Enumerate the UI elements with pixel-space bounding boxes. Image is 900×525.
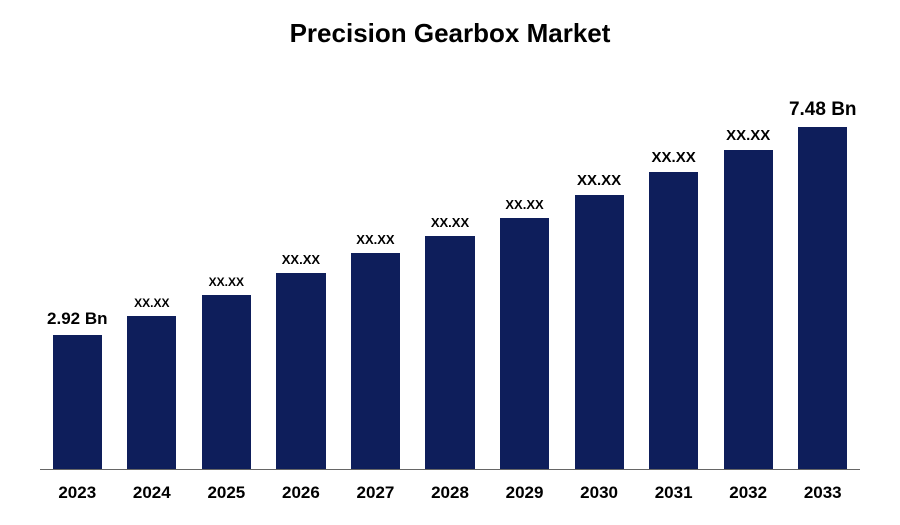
bar-wrapper: XX.XX bbox=[487, 80, 562, 469]
bar-value-label: XX.XX bbox=[431, 215, 469, 230]
x-axis-label: 2027 bbox=[338, 483, 413, 503]
x-axis-label: 2030 bbox=[562, 483, 637, 503]
bar-wrapper: XX.XX bbox=[562, 80, 637, 469]
bar bbox=[53, 335, 102, 469]
bar-wrapper: 2.92 Bn bbox=[40, 80, 115, 469]
bar-value-label: XX.XX bbox=[652, 149, 696, 166]
x-axis-label: 2028 bbox=[413, 483, 488, 503]
bar-value-label: XX.XX bbox=[726, 127, 770, 144]
bar-wrapper: XX.XX bbox=[189, 80, 264, 469]
bar-value-label: XX.XX bbox=[209, 275, 244, 289]
bar-wrapper: XX.XX bbox=[115, 80, 190, 469]
bar-wrapper: 7.48 Bn bbox=[785, 80, 860, 469]
bar bbox=[649, 172, 698, 469]
bar-value-label: XX.XX bbox=[356, 232, 394, 247]
x-axis-label: 2032 bbox=[711, 483, 786, 503]
x-axis-label: 2025 bbox=[189, 483, 264, 503]
bar bbox=[798, 127, 847, 469]
bar bbox=[202, 295, 251, 469]
bar-value-label: XX.XX bbox=[577, 172, 621, 189]
bar bbox=[500, 218, 549, 469]
bar-value-label: XX.XX bbox=[134, 296, 169, 310]
x-axis-label: 2026 bbox=[264, 483, 339, 503]
bar bbox=[575, 195, 624, 469]
x-axis-label: 2031 bbox=[636, 483, 711, 503]
bar-wrapper: XX.XX bbox=[338, 80, 413, 469]
bar-value-label: XX.XX bbox=[282, 252, 320, 267]
bar-wrapper: XX.XX bbox=[636, 80, 711, 469]
x-axis-label: 2024 bbox=[115, 483, 190, 503]
x-axis-label: 2033 bbox=[785, 483, 860, 503]
chart-plot-area: 2.92 Bn XX.XX XX.XX XX.XX XX.XX XX.XX XX.XX XX.… bbox=[40, 80, 860, 470]
x-axis-label: 2029 bbox=[487, 483, 562, 503]
bar-wrapper: XX.XX bbox=[413, 80, 488, 469]
x-axis: 2023202420252026202720282029203020312032… bbox=[40, 483, 860, 503]
bar-value-label: 7.48 Bn bbox=[789, 99, 857, 121]
bars-container: 2.92 Bn XX.XX XX.XX XX.XX XX.XX XX.XX XX.XX XX.… bbox=[40, 80, 860, 470]
bar bbox=[276, 273, 325, 469]
bar bbox=[351, 253, 400, 469]
chart-title: Precision Gearbox Market bbox=[0, 0, 900, 49]
bar bbox=[425, 236, 474, 469]
bar-wrapper: XX.XX bbox=[264, 80, 339, 469]
bar-wrapper: XX.XX bbox=[711, 80, 786, 469]
x-axis-label: 2023 bbox=[40, 483, 115, 503]
bar bbox=[724, 150, 773, 469]
bar bbox=[127, 316, 176, 469]
bar-value-label: 2.92 Bn bbox=[47, 309, 107, 329]
bar-value-label: XX.XX bbox=[505, 197, 543, 212]
